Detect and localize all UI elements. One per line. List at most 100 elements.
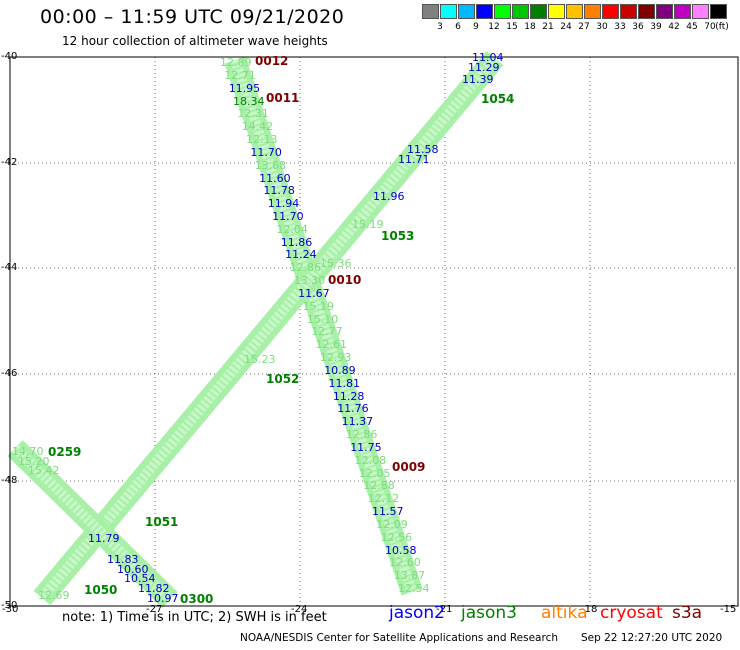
- colorbar-tick-label: 30: [596, 22, 608, 32]
- colorbar-tick-label: 42: [668, 22, 680, 32]
- colorbar-swatch: [494, 4, 511, 19]
- colorbar-swatch: [476, 4, 493, 19]
- swh-value: 12.54: [398, 582, 430, 595]
- swh-value: 11.29: [468, 61, 500, 74]
- page-subtitle: 12 hour collection of altimeter wave hei…: [62, 34, 328, 48]
- swh-value: 11.58: [407, 143, 439, 156]
- colorbar-swatch: [620, 4, 637, 19]
- swh-value: 13.87: [393, 569, 426, 583]
- swh-value: 15.42: [28, 464, 60, 477]
- satellite-legend-item: altika: [541, 603, 588, 623]
- swh-value: 13.68: [254, 158, 287, 172]
- orbit-number: 0011: [266, 91, 300, 105]
- swh-value: 12.71: [224, 68, 256, 82]
- swh-value: 11.39: [462, 73, 494, 86]
- orbit-number: 1053: [381, 229, 415, 243]
- swh-value: 12.12: [367, 492, 400, 506]
- colorbar-tick-label: 21: [542, 22, 554, 32]
- colorbar-swatch: [530, 4, 547, 19]
- colorbar-tick-label: 15: [506, 22, 518, 32]
- swh-value: 11.95: [228, 81, 261, 95]
- swh-value: 11.24: [285, 248, 317, 262]
- swh-value: 11.78: [263, 184, 295, 198]
- swh-value: 10.97: [147, 592, 179, 605]
- latitude-label: -50: [1, 600, 18, 611]
- swh-value: 12.86: [345, 428, 378, 441]
- swh-value: 14.70: [12, 445, 44, 458]
- swh-value: 18.34: [233, 94, 265, 108]
- colorbar-swatch: [710, 4, 727, 19]
- swh-value: 12.08: [354, 453, 387, 467]
- swh-value: 11.86: [280, 235, 313, 249]
- swh-value: 12.77: [311, 325, 343, 339]
- colorbar-swatch: [674, 4, 691, 19]
- longitude-label: -24: [291, 604, 308, 615]
- swh-value: 12.13: [246, 133, 278, 146]
- swh-value: 12.61: [315, 338, 348, 352]
- swh-value: 10.58: [385, 543, 417, 557]
- orbit-number: 0300: [180, 592, 214, 606]
- colorbar-tick-label: 39: [650, 22, 662, 32]
- swh-value: 12.09: [376, 517, 408, 531]
- orbit-number: 0010: [328, 273, 362, 287]
- longitude-label: -15: [720, 604, 737, 615]
- track-c-swath-inner: [11, 444, 174, 604]
- longitude-label: -21: [436, 604, 453, 615]
- orbit-number: 0259: [48, 445, 82, 459]
- swh-value: 11.81: [328, 376, 361, 390]
- credit-text: NOAA/NESDIS Center for Satellite Applica…: [240, 632, 558, 644]
- colorbar-swatch: [638, 4, 655, 19]
- colorbar-swatch: [692, 4, 709, 19]
- colorbar-swatch: [548, 4, 565, 19]
- satellite-track-lines: [7, 50, 504, 608]
- swh-value: 12.56: [380, 530, 413, 544]
- colorbar-swatch: [440, 4, 457, 19]
- satellite-legend-item: jason2: [389, 603, 445, 623]
- orbit-number: 0009: [392, 460, 426, 474]
- swh-value: 10.60: [117, 563, 149, 576]
- colorbar-swatch: [602, 4, 619, 19]
- swh-value: 13.30: [293, 274, 326, 288]
- latitude-label: -44: [1, 262, 18, 273]
- colorbar-swatch: [656, 4, 673, 19]
- swh-value: 11.04: [472, 51, 504, 64]
- swh-value: 15.23: [244, 353, 276, 366]
- swh-value: 12.60: [389, 556, 421, 570]
- swh-value: 11.75: [350, 440, 382, 454]
- longitude-label: -18: [581, 604, 598, 615]
- swh-value: 11.82: [138, 582, 170, 595]
- colorbar-swatch: [584, 4, 601, 19]
- swh-value: 11.70: [250, 145, 282, 159]
- longitude-label: -27: [146, 604, 163, 615]
- colorbar-tick-label: 24: [560, 22, 572, 32]
- colorbar-tick-label: 9: [473, 22, 479, 32]
- generated-timestamp: Sep 22 12:27:20 UTC 2020: [581, 632, 723, 644]
- colorbar-tick-label: 18: [524, 22, 536, 32]
- map-border: [9, 56, 739, 607]
- colorbar-tick-label: 3: [437, 22, 443, 32]
- orbit-number: 1052: [266, 372, 300, 386]
- colorbar-swatch: [422, 4, 439, 19]
- swh-value: 12.04: [276, 222, 308, 236]
- swh-value: 15.36: [320, 257, 352, 270]
- swh-value: 10.54: [124, 572, 156, 585]
- swh-value: 11.96: [373, 190, 405, 203]
- orbit-number: 1051: [145, 515, 179, 529]
- swh-value: 12.69: [38, 589, 70, 602]
- swh-value: 15.19: [302, 299, 335, 313]
- colorbar-tick-label: 45: [686, 22, 698, 32]
- latitude-label: -46: [1, 368, 18, 379]
- swh-value: 12.31: [237, 107, 269, 121]
- swh-value: 12.93: [319, 351, 352, 365]
- colorbar-tick-label: 27: [578, 22, 590, 32]
- swh-value: 11.76: [337, 402, 369, 416]
- colorbar-swatch: [458, 4, 475, 19]
- swh-value: 15.10: [306, 312, 339, 326]
- swh-value: 12.05: [358, 466, 391, 480]
- colorbar-tick-label: 6: [455, 22, 461, 32]
- orbit-number: 1054: [481, 92, 515, 106]
- latitude-label: -40: [1, 51, 18, 62]
- colorbar-tick-label: 33: [614, 22, 626, 32]
- swh-value: 11.94: [267, 197, 300, 211]
- colorbar-tick-label: 36: [632, 22, 644, 32]
